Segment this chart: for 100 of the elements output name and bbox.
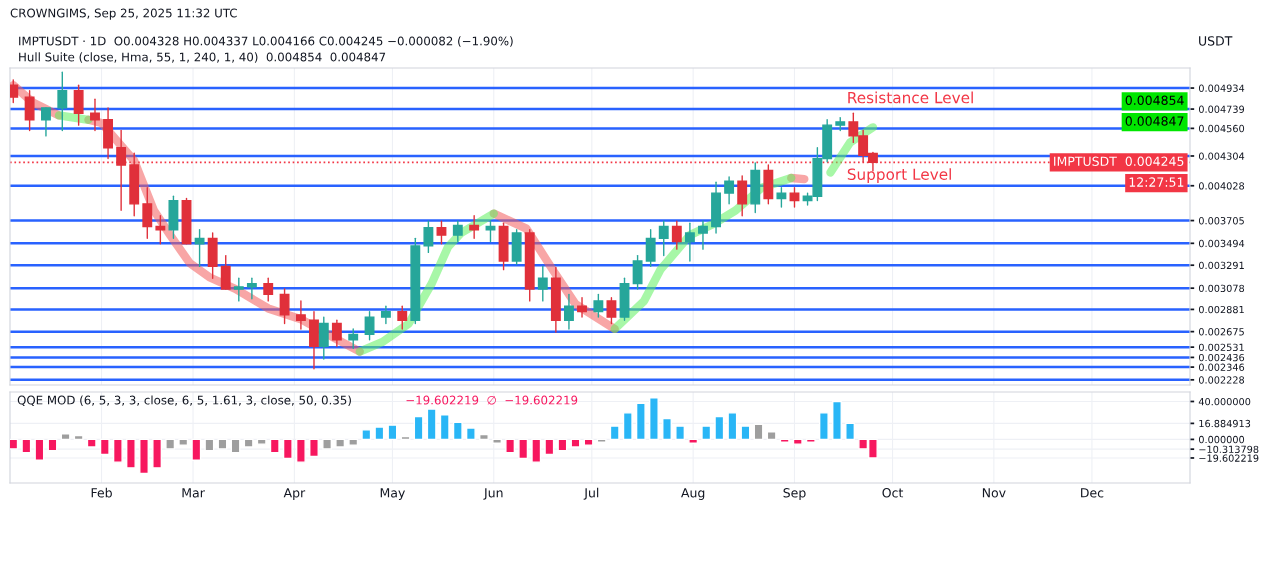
bar xyxy=(387,424,398,441)
bar xyxy=(583,438,594,446)
candlestick xyxy=(789,186,800,208)
bar xyxy=(779,438,790,443)
x-tick-label: Nov xyxy=(982,488,1006,498)
candlestick xyxy=(469,215,480,240)
bar xyxy=(740,425,751,441)
bar xyxy=(178,438,189,446)
ref-line-label: IMPTUSDT 0.004245 xyxy=(1054,156,1184,166)
candlestick xyxy=(194,229,205,268)
candlestick xyxy=(632,254,643,290)
bar xyxy=(635,402,646,441)
bar xyxy=(374,426,385,441)
bar xyxy=(832,400,842,441)
chart-subtitle: Hull Suite (close, Hma, 55, 1, 240, 1, 40) 0.004854 0.004847 xyxy=(19,52,386,63)
candlestick xyxy=(380,305,391,325)
candlestick xyxy=(263,277,274,302)
bar xyxy=(766,431,777,441)
candlestick xyxy=(684,222,695,262)
x-tick-label: Dec xyxy=(1081,488,1104,498)
x-tick-label: Jul xyxy=(583,487,599,500)
bar xyxy=(86,438,97,448)
bar xyxy=(518,438,529,460)
candlestick xyxy=(116,129,127,212)
y-tick-label: 0.003494 xyxy=(1198,239,1245,248)
candlestick xyxy=(564,293,574,330)
candlestick xyxy=(10,79,19,104)
annotation: 0.004854 xyxy=(1125,95,1184,105)
bar xyxy=(465,427,476,441)
candlestick xyxy=(423,220,434,254)
candlestick xyxy=(246,277,257,300)
y-tick-label: 0.002531 xyxy=(1198,343,1244,351)
candlestick xyxy=(737,175,748,217)
bar xyxy=(204,438,215,452)
y-tick-label: 0.003705 xyxy=(1198,217,1244,225)
bar xyxy=(400,435,411,441)
candlestick xyxy=(295,300,306,330)
bar xyxy=(557,438,568,452)
bar xyxy=(596,438,607,443)
bar xyxy=(217,438,228,450)
annotation: Resistance Level xyxy=(848,91,973,104)
x-tick-label: May xyxy=(380,488,405,500)
bar xyxy=(348,438,359,446)
bar xyxy=(10,438,19,450)
bar xyxy=(413,415,424,441)
y-tick-label: 0.003291 xyxy=(1198,261,1244,270)
y-axis-title: USDT xyxy=(1199,36,1233,46)
y-tick-label: 40.000000 xyxy=(1198,397,1251,406)
bar xyxy=(60,433,71,441)
bar xyxy=(191,438,202,461)
candlestick xyxy=(348,328,359,350)
bar xyxy=(269,438,280,454)
bar xyxy=(675,425,686,441)
bar xyxy=(570,438,581,448)
bar xyxy=(479,433,489,441)
candlestick xyxy=(155,215,166,245)
candlestick xyxy=(90,98,100,132)
y-tick-label: 0.002881 xyxy=(1198,305,1244,314)
annotation: −19.602219 ∅ −19.602219 xyxy=(406,395,578,405)
bar xyxy=(34,438,45,461)
bar xyxy=(492,438,502,444)
bar xyxy=(505,438,516,454)
y-tick-label: 0.002346 xyxy=(1198,363,1245,371)
bar xyxy=(21,438,32,454)
candlestick xyxy=(318,316,329,360)
candlestick xyxy=(645,229,656,268)
bar xyxy=(295,438,306,463)
bar xyxy=(99,438,110,456)
candlestick xyxy=(41,107,51,137)
candlestick xyxy=(671,220,682,250)
bar xyxy=(426,408,437,441)
bar xyxy=(256,438,267,445)
bar xyxy=(243,438,254,448)
candlestick xyxy=(698,220,708,250)
y-tick-label: 0.004560 xyxy=(1198,124,1245,133)
bar xyxy=(544,438,555,456)
candlestick xyxy=(142,186,153,240)
y-tick-label: 0.004028 xyxy=(1198,182,1245,190)
candlestick xyxy=(724,176,735,205)
text: CROWNGIMS, Sep 25, 2025 11:32 UTC xyxy=(10,8,237,20)
x-tick-label: Apr xyxy=(283,488,306,500)
candlestick xyxy=(220,254,231,290)
bar xyxy=(125,438,136,469)
y-tick-label: −10.313798 xyxy=(1199,445,1259,453)
x-tick-label: Feb xyxy=(91,487,112,498)
x-tick-label: Aug xyxy=(681,488,705,500)
chart-title: IMPTUSDT · 1D O0.004328 H0.004337 L0.004166 C0.004245 −0.000082 (−1.90%) xyxy=(19,36,513,47)
bar xyxy=(662,417,672,441)
bar xyxy=(309,438,319,458)
bar xyxy=(439,414,450,441)
y-tick-label: 0.002228 xyxy=(1198,376,1245,384)
bar xyxy=(152,438,163,469)
bar xyxy=(322,438,333,450)
x-tick-label: Oct xyxy=(882,488,904,498)
bar xyxy=(648,396,659,441)
x-tick-label: Jun xyxy=(483,488,503,500)
bar xyxy=(727,412,738,441)
candlestick xyxy=(24,89,35,132)
bar xyxy=(335,438,346,448)
candlestick xyxy=(577,296,587,318)
